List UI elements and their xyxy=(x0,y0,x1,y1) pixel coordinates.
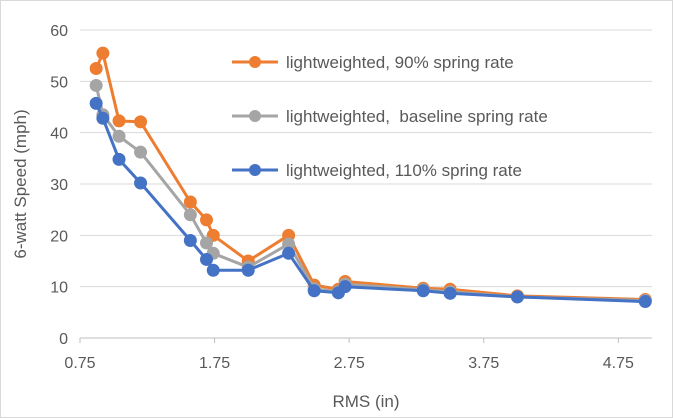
legend-label: lightweighted, baseline spring rate xyxy=(286,107,548,126)
plot-series xyxy=(89,46,652,309)
legend-item: lightweighted, baseline spring rate xyxy=(232,107,548,126)
data-point xyxy=(443,286,457,300)
data-point xyxy=(183,195,197,209)
data-point xyxy=(183,233,197,247)
data-point xyxy=(200,213,214,227)
y-tick-label: 30 xyxy=(50,177,68,194)
data-point xyxy=(183,208,197,222)
data-point xyxy=(89,96,103,110)
data-point xyxy=(96,111,110,125)
x-axis-title: RMS (in) xyxy=(332,392,399,411)
data-point xyxy=(282,246,296,260)
data-point xyxy=(134,176,148,190)
data-point xyxy=(112,152,126,166)
data-point xyxy=(307,284,321,298)
legend-marker xyxy=(249,164,261,176)
x-tick-label: 0.75 xyxy=(64,355,95,372)
legend-marker xyxy=(249,56,261,68)
legend: lightweighted, 90% spring rate lightweigh… xyxy=(232,53,548,180)
series-line xyxy=(94,102,646,304)
y-axis-title: 6-watt Speed (mph) xyxy=(11,109,30,258)
series-3 xyxy=(89,96,652,309)
data-point xyxy=(416,284,430,298)
legend-item: lightweighted, 90% spring rate xyxy=(232,53,514,72)
axes xyxy=(79,337,652,343)
y-tick-label: 50 xyxy=(50,74,68,91)
legend-label: lightweighted, 110% spring rate xyxy=(286,161,522,180)
y-tick-label: 0 xyxy=(59,331,68,348)
data-point xyxy=(89,78,103,92)
x-tick-label: 1.75 xyxy=(199,355,230,372)
data-point xyxy=(200,236,214,250)
legend-label: lightweighted, 90% spring rate xyxy=(286,53,514,72)
data-point xyxy=(241,263,255,277)
legend-marker xyxy=(249,110,261,122)
data-point xyxy=(338,280,352,294)
data-point xyxy=(206,263,220,277)
data-point xyxy=(510,290,524,304)
data-point xyxy=(112,114,126,128)
y-tick-label: 20 xyxy=(50,228,68,245)
gridlines xyxy=(80,29,652,288)
x-tick-label: 4.75 xyxy=(603,355,634,372)
data-point xyxy=(200,252,214,266)
series-line xyxy=(94,51,646,301)
legend-item: lightweighted, 110% spring rate xyxy=(232,161,522,180)
data-point xyxy=(96,46,110,60)
x-tick-labels: 0.75 1.75 2.75 3.75 4.75 xyxy=(64,355,634,372)
y-tick-labels: 0 10 20 30 40 50 60 xyxy=(50,23,68,348)
y-tick-label: 60 xyxy=(50,23,68,40)
data-point xyxy=(134,115,148,129)
y-tick-label: 10 xyxy=(50,280,68,297)
data-point xyxy=(638,295,652,309)
y-tick-label: 40 xyxy=(50,126,68,143)
data-point xyxy=(89,62,103,75)
data-point xyxy=(112,129,126,143)
x-tick-label: 2.75 xyxy=(334,355,365,372)
data-point xyxy=(134,145,148,159)
x-tick-label: 3.75 xyxy=(468,355,499,372)
